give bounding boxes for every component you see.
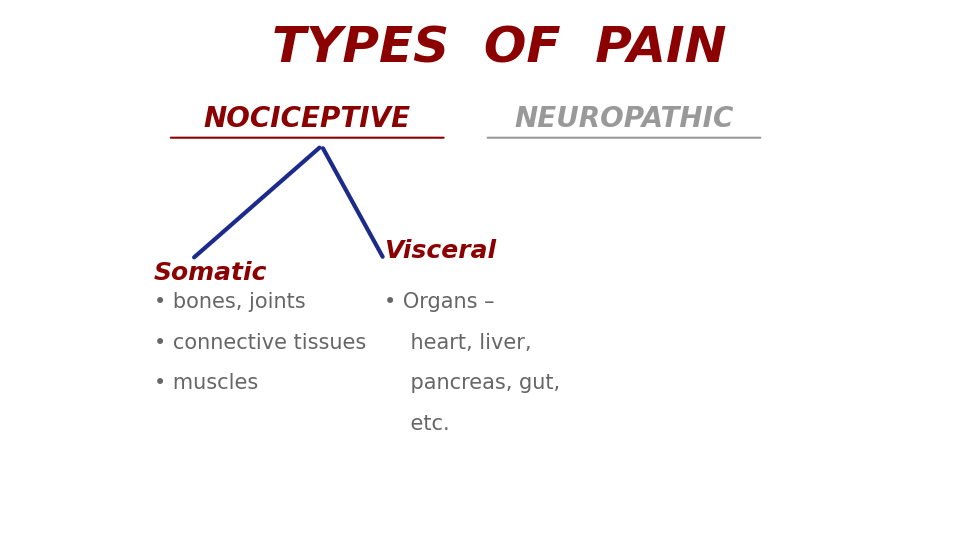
Text: pancreas, gut,: pancreas, gut,: [384, 373, 560, 394]
Text: NEUROPATHIC: NEUROPATHIC: [515, 105, 733, 133]
Text: Visceral: Visceral: [384, 239, 496, 263]
Text: Somatic: Somatic: [154, 261, 267, 285]
Text: • Organs –: • Organs –: [384, 292, 494, 313]
Text: • connective tissues: • connective tissues: [154, 333, 366, 353]
Text: heart, liver,: heart, liver,: [384, 333, 532, 353]
Text: • bones, joints: • bones, joints: [154, 292, 305, 313]
Text: NOCICEPTIVE: NOCICEPTIVE: [204, 105, 411, 133]
Text: etc.: etc.: [384, 414, 449, 434]
Text: TYPES  OF  PAIN: TYPES OF PAIN: [272, 25, 727, 72]
Text: • muscles: • muscles: [154, 373, 258, 394]
